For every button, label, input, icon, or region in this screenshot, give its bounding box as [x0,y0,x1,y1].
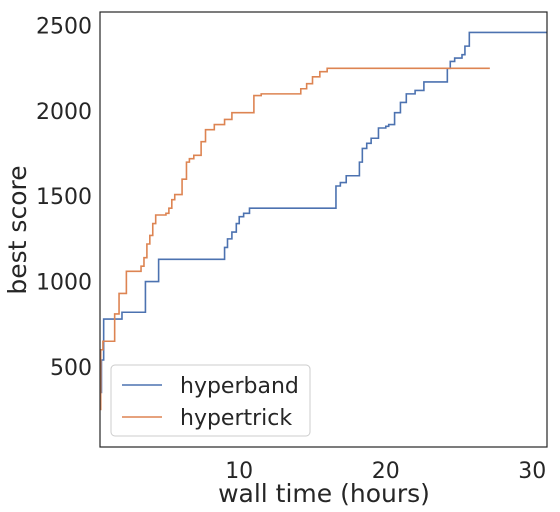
series-line-hypertrick [99,67,490,411]
y-tick-label: 2000 [36,100,92,125]
series-line-hyperband [100,31,547,394]
y-tick-label: 1500 [36,185,92,210]
y-axis-label: best score [3,165,32,294]
legend-label-hyperband: hyperband [180,374,299,399]
legend-label-hypertrick: hypertrick [180,406,292,431]
axis-ticks: 10 20 30 500 1000 1500 2000 2500 [36,15,546,484]
y-tick-label: 2500 [36,15,92,40]
x-tick-label: 10 [225,459,253,484]
legend-box [110,364,311,437]
plot-frame [99,11,548,448]
legend: hyperband hypertrick [110,364,311,437]
y-tick-label: 1000 [36,271,92,296]
plot-area [99,31,547,411]
x-tick-label: 20 [372,459,400,484]
y-tick-label: 500 [50,356,92,381]
x-tick-label: 30 [518,459,546,484]
x-axis-label: wall time (hours) [218,479,430,508]
